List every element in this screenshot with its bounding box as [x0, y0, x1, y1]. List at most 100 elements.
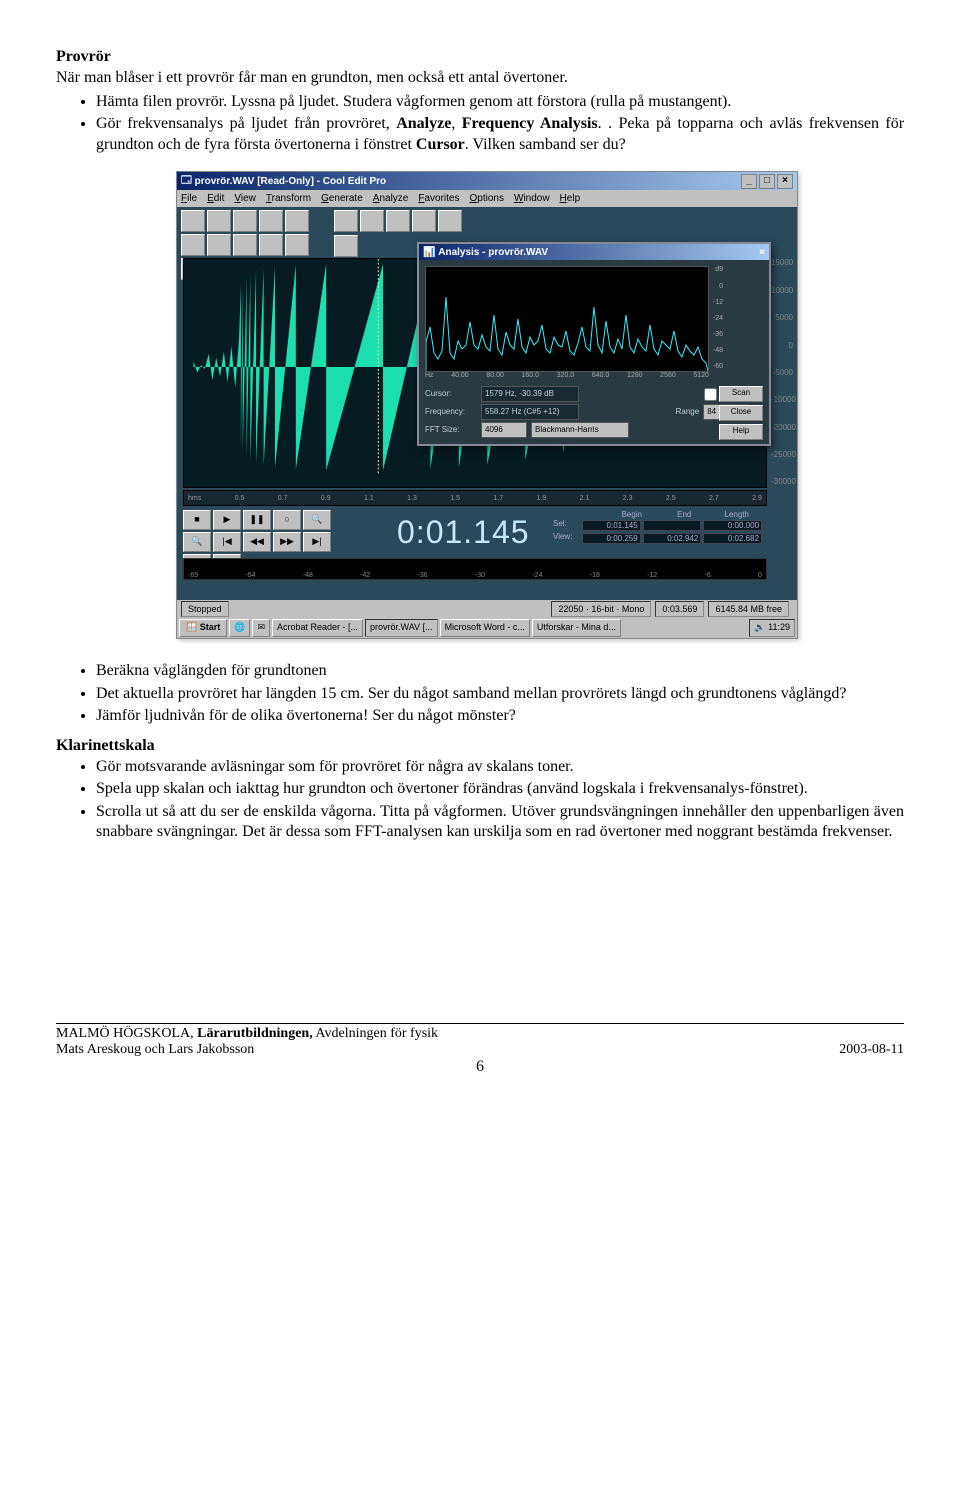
zoom-button[interactable]: 🔍: [183, 532, 211, 552]
time-tick: 1.3: [407, 495, 417, 502]
menu-help[interactable]: Help: [560, 193, 581, 204]
hz-label: 2560: [660, 372, 676, 379]
section2-bullets: Beräkna våglängden för grundtonen Det ak…: [56, 661, 904, 726]
tray-outlook-icon[interactable]: ✉: [252, 619, 270, 637]
close-button[interactable]: Close: [719, 405, 763, 421]
list-item: Det aktuella provröret har längden 15 cm…: [96, 684, 904, 704]
toolbar-button[interactable]: [412, 210, 436, 232]
row-view-label: View:: [553, 532, 581, 545]
spectrum-hz-scale: Hz 40.00 80.00 160.0 320.0 640.0 1280 25…: [425, 372, 709, 379]
zoom-button[interactable]: 🔍: [303, 510, 331, 530]
fft-size-select[interactable]: 4096: [481, 422, 527, 438]
toolbar-button[interactable]: [233, 210, 257, 232]
toolbar-button[interactable]: [360, 210, 384, 232]
sel-end[interactable]: [643, 520, 702, 531]
system-tray-clock[interactable]: 🔊 11:29: [749, 619, 795, 637]
menubar[interactable]: File Edit View Transform Generate Analyz…: [177, 190, 797, 207]
fft-window-select[interactable]: Blackmann-Harris: [531, 422, 629, 438]
close-button[interactable]: ×: [777, 174, 793, 189]
view-begin[interactable]: 0:00.259: [582, 533, 641, 544]
window-titlebar[interactable]: 🗔 provrör.WAV [Read-Only] - Cool Edit Pr…: [177, 172, 797, 190]
toolbar-button[interactable]: [207, 210, 231, 232]
status-state: Stopped: [181, 601, 229, 617]
db-label: -36: [709, 331, 723, 338]
taskbar-task-active[interactable]: provrör.WAV [...: [365, 619, 438, 637]
linear-view-checkbox[interactable]: [704, 388, 717, 401]
hz-label: 5120: [693, 372, 709, 379]
maximize-button[interactable]: □: [759, 174, 775, 189]
toolbar-button[interactable]: [259, 210, 283, 232]
menu-transform[interactable]: Transform: [266, 193, 311, 204]
amp-label: -30000: [771, 477, 793, 486]
hz-label: 1280: [627, 372, 643, 379]
rewind-button[interactable]: |◀: [213, 532, 241, 552]
toolbar-button[interactable]: [181, 234, 205, 256]
analysis-window[interactable]: 📊 Analysis - provrör.WAV × d9 0 -12 -24 …: [417, 242, 771, 446]
toolbar-button[interactable]: [438, 210, 462, 232]
rev-button[interactable]: ◀◀: [243, 532, 271, 552]
app-icon: 🗔: [181, 173, 192, 190]
db-tick: -6: [705, 572, 711, 579]
end-button[interactable]: ▶|: [303, 532, 331, 552]
hz-label: 80.00: [486, 372, 504, 379]
db-tick: -30: [475, 572, 485, 579]
toolbar-button[interactable]: [233, 234, 257, 256]
spectrum-plot[interactable]: [425, 266, 709, 372]
toolbar-button[interactable]: [334, 210, 358, 232]
menu-analyze[interactable]: Analyze: [373, 193, 409, 204]
screenshot-figure: 🗔 provrör.WAV [Read-Only] - Cool Edit Pr…: [176, 171, 904, 639]
play-button[interactable]: ▶: [213, 510, 241, 530]
hz-label: 640.0: [592, 372, 610, 379]
hz-label: 40.00: [451, 372, 469, 379]
analysis-readouts: Cursor: 1579 Hz, -30.39 dB Linear View F…: [425, 386, 763, 440]
db-tick: -42: [360, 572, 370, 579]
toolbar-button[interactable]: [285, 210, 309, 232]
scan-button[interactable]: Scan: [719, 386, 763, 402]
pause-button[interactable]: ❚❚: [243, 510, 271, 530]
menu-favorites[interactable]: Favorites: [418, 193, 459, 204]
time-tick: 1.5: [450, 495, 460, 502]
spectrum-line: [426, 297, 708, 371]
menu-view[interactable]: View: [234, 193, 256, 204]
toolbar-button[interactable]: [259, 234, 283, 256]
taskbar-task[interactable]: Utforskar - Mina d...: [532, 619, 621, 637]
toolbar-button[interactable]: [334, 235, 358, 257]
windows-taskbar[interactable]: 🪟 Start 🌐 ✉ Acrobat Reader - [... provrö…: [177, 618, 797, 638]
toolbar-button[interactable]: [285, 234, 309, 256]
menu-options[interactable]: Options: [469, 193, 503, 204]
time-ruler[interactable]: hms 0.5 0.7 0.9 1.1 1.3 1.5 1.7 1.9 2.1 …: [183, 490, 767, 506]
loop-button[interactable]: ○: [273, 510, 301, 530]
fwd-button[interactable]: ▶▶: [273, 532, 301, 552]
col-begin: Begin: [606, 510, 659, 519]
hz-label: 160.0: [522, 372, 540, 379]
toolbar-button[interactable]: [207, 234, 231, 256]
stop-button[interactable]: ■: [183, 510, 211, 530]
toolbar-button[interactable]: [181, 210, 205, 232]
menu-edit[interactable]: Edit: [207, 193, 224, 204]
list-item: Spela upp skalan och iakttag hur grundto…: [96, 779, 904, 799]
view-end[interactable]: 0:02.942: [643, 533, 702, 544]
toolbar-button[interactable]: [386, 210, 410, 232]
taskbar-task[interactable]: Acrobat Reader - [...: [272, 619, 363, 637]
level-meter: -69 -54 -48 -42 -36 -30 -24 -18 -12 -6 0: [183, 558, 767, 580]
list-item: Jämför ljudnivån för de olika övertonern…: [96, 706, 904, 726]
db-tick: -69: [188, 572, 198, 579]
taskbar-task[interactable]: Microsoft Word - c...: [440, 619, 530, 637]
bullet-text-pre: Gör frekvensanalys på ljudet från provrö…: [96, 115, 904, 152]
sel-begin[interactable]: 0:01.145: [582, 520, 641, 531]
cursor-label: Cursor:: [425, 387, 477, 401]
row-sel-label: Sel:: [553, 519, 581, 532]
help-button[interactable]: Help: [719, 424, 763, 440]
time-tick: 0.7: [278, 495, 288, 502]
minimize-button[interactable]: _: [741, 174, 757, 189]
db-label: -60: [709, 363, 723, 370]
menu-window[interactable]: Window: [514, 193, 550, 204]
start-button[interactable]: 🪟 Start: [179, 619, 227, 637]
amp-label: -20000: [771, 423, 793, 432]
window-title: provrör.WAV [Read-Only] - Cool Edit Pro: [195, 176, 387, 187]
menu-file[interactable]: File: [181, 193, 197, 204]
tray-ie-icon[interactable]: 🌐: [229, 619, 250, 637]
menu-generate[interactable]: Generate: [321, 193, 363, 204]
analysis-titlebar[interactable]: 📊 Analysis - provrör.WAV ×: [419, 244, 769, 260]
analysis-close-button[interactable]: ×: [759, 247, 765, 258]
